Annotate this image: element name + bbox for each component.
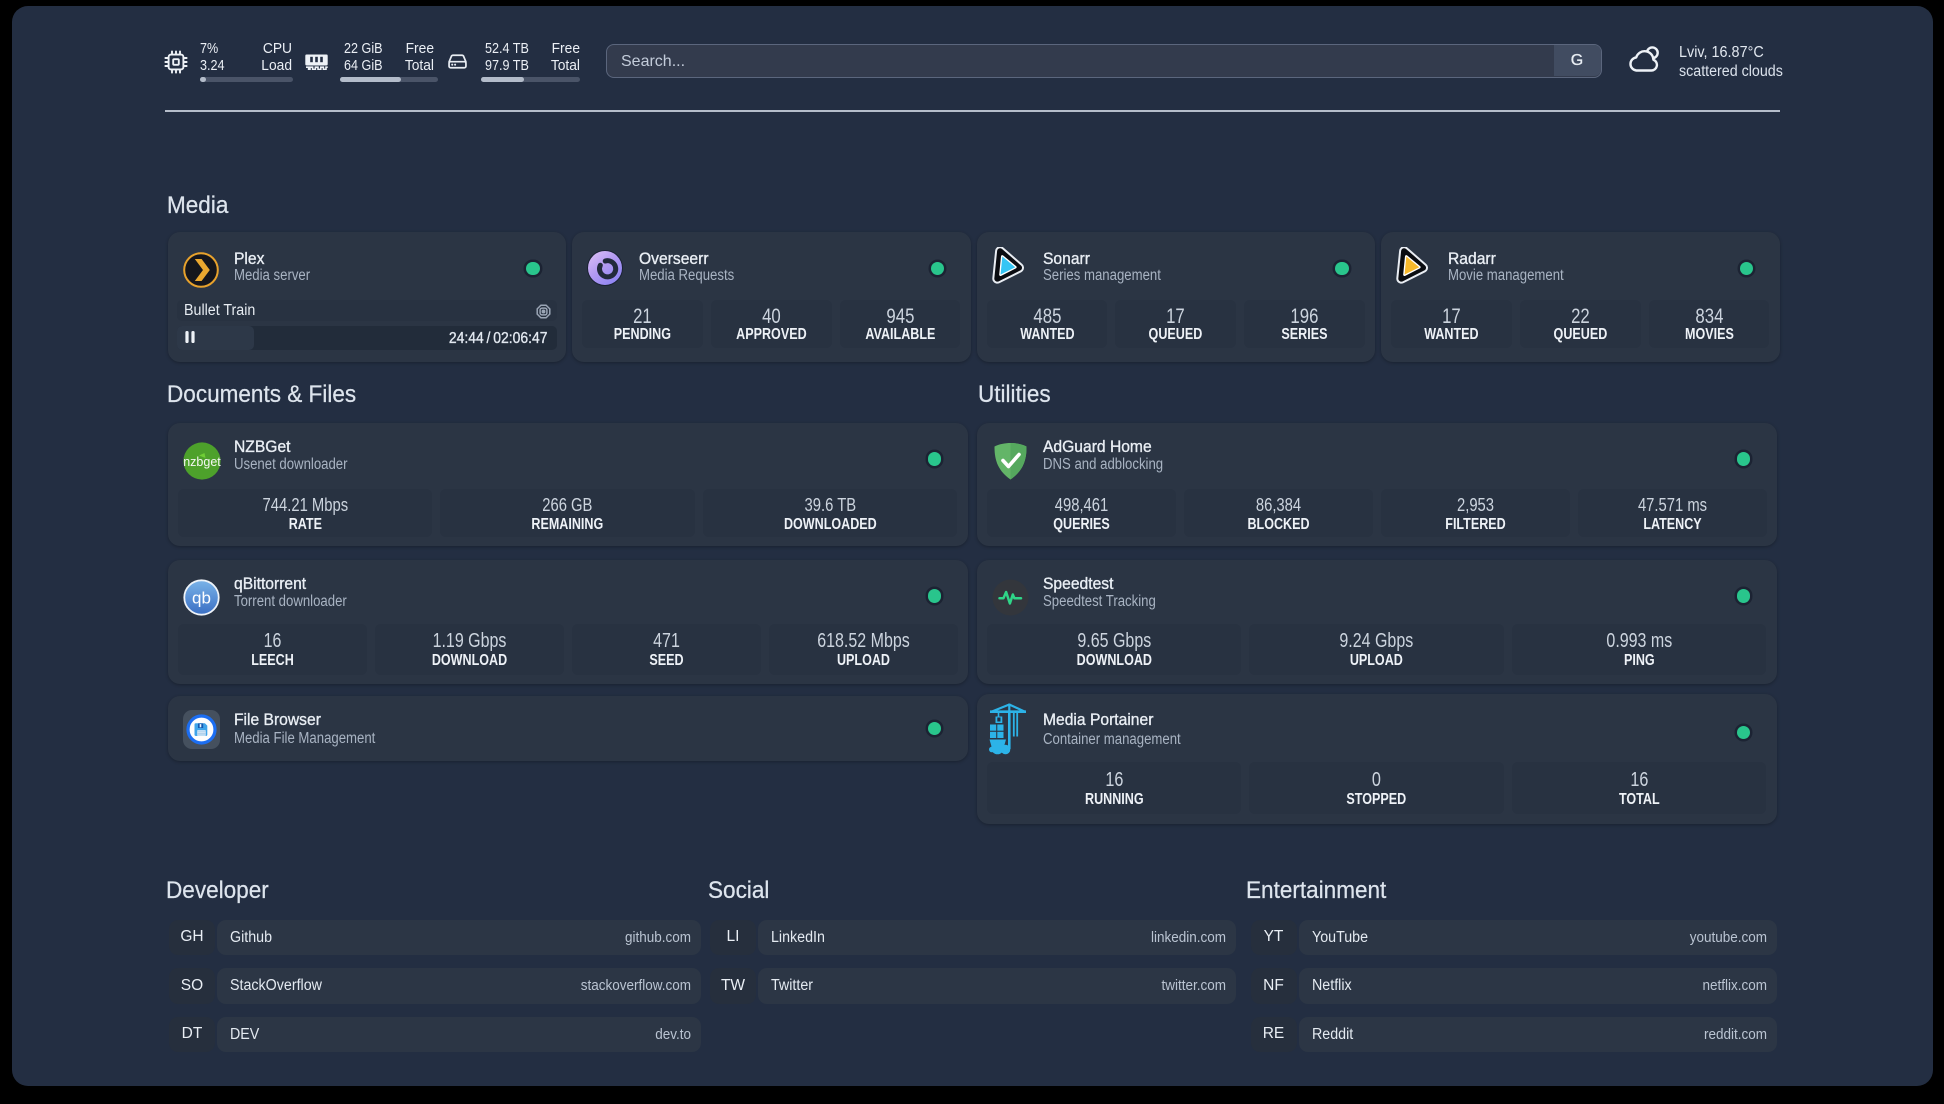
svg-text:nzbget: nzbget: [183, 455, 221, 469]
svg-text:qb: qb: [192, 588, 211, 607]
